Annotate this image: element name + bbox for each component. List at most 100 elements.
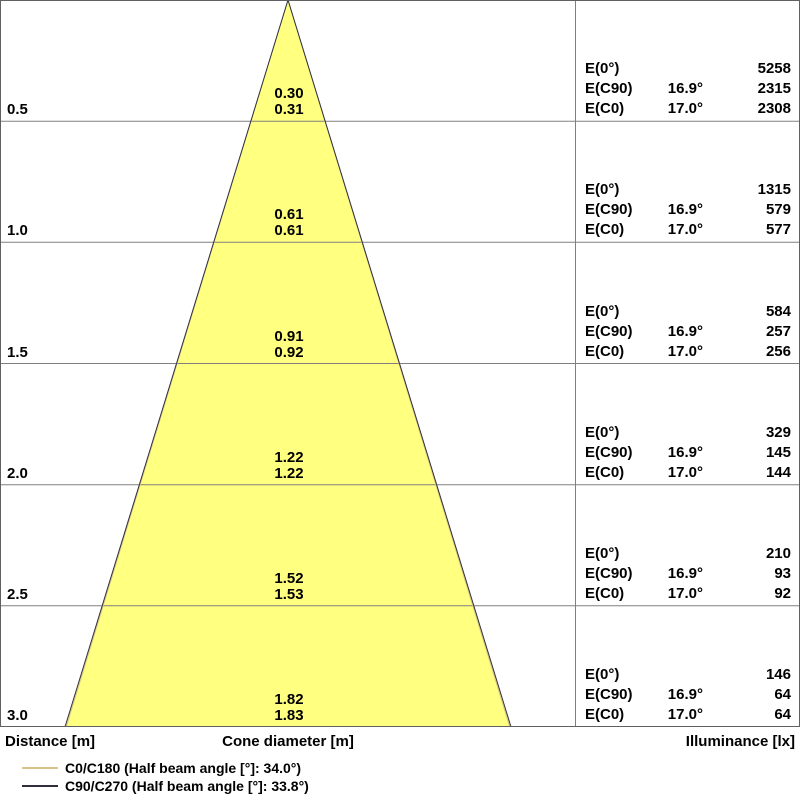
distance-label: 2.5 <box>7 586 28 603</box>
illuminance-value: 210 <box>765 545 791 562</box>
cone-diameter-values: 1.82 1.83 <box>229 692 349 724</box>
illuminance-line: E(C0) 17.0° 2308 <box>577 99 798 119</box>
illuminance-angle: 16.9° <box>667 80 703 97</box>
illuminance-line: E(C0) 17.0° 577 <box>577 220 798 240</box>
illuminance-value: 92 <box>774 585 791 602</box>
illuminance-angle: 17.0° <box>667 585 703 602</box>
chart-area: 0.5 0.30 0.31 E(0°) 5258 E(C90) 16.9° 23… <box>0 0 800 727</box>
illuminance-label: E(0°) <box>585 424 620 441</box>
illuminance-value: 64 <box>774 706 791 723</box>
distance-label: 1.5 <box>7 344 28 361</box>
legend-label-c90-c270: C90/C270 (Half beam angle [°]: 33.8°) <box>65 778 309 794</box>
illuminance-label: E(C90) <box>585 323 633 340</box>
legend-label-c0-c180: C0/C180 (Half beam angle [°]: 34.0°) <box>65 760 302 776</box>
illuminance-value: 64 <box>774 686 791 703</box>
cone-diameter-c90: 1.83 <box>274 707 304 724</box>
distance-label: 1.0 <box>7 222 28 239</box>
illuminance-value: 145 <box>765 444 791 461</box>
cone-diameter-c0: 1.82 <box>274 691 304 708</box>
cone-diameter-c0: 1.52 <box>274 570 304 587</box>
illuminance-label: E(C0) <box>585 706 625 723</box>
illuminance-label: E(C0) <box>585 464 625 481</box>
illuminance-line: E(0°) 210 <box>577 544 798 564</box>
cone-diameter-c90: 1.53 <box>274 586 304 603</box>
illuminance-label: E(C0) <box>585 100 625 117</box>
illuminance-line: E(C90) 16.9° 64 <box>577 685 798 705</box>
illuminance-label: E(C90) <box>585 80 633 97</box>
illuminance-angle: 16.9° <box>667 444 703 461</box>
illuminance-block: E(0°) 146 E(C90) 16.9° 64 E(C0) 17.0° 64 <box>577 665 798 725</box>
illuminance-line: E(C0) 17.0° 92 <box>577 584 798 604</box>
illuminance-value: 579 <box>765 201 791 218</box>
illuminance-angle: 17.0° <box>667 343 703 360</box>
illuminance-line: E(0°) 329 <box>577 423 798 443</box>
cone-diameter-values: 1.22 1.22 <box>229 450 349 482</box>
illuminance-angle: 16.9° <box>667 201 703 218</box>
axis-labels: Distance [m] Cone diameter [m] Illuminan… <box>0 731 800 751</box>
light-cone-plot <box>0 0 800 727</box>
cone-diameter-c0: 1.22 <box>274 449 304 466</box>
illuminance-line: E(0°) 146 <box>577 665 798 685</box>
illuminance-line: E(C90) 16.9° 2315 <box>577 79 798 99</box>
illuminance-value: 1315 <box>757 181 791 198</box>
illuminance-block: E(0°) 329 E(C90) 16.9° 145 E(C0) 17.0° 1… <box>577 423 798 483</box>
illuminance-line: E(C90) 16.9° 93 <box>577 564 798 584</box>
illuminance-angle: 16.9° <box>667 565 703 582</box>
illuminance-label: E(0°) <box>585 303 620 320</box>
cone-diameter-c90: 1.22 <box>274 465 304 482</box>
illuminance-label: E(C90) <box>585 201 633 218</box>
legend-item-c90-c270: C90/C270 (Half beam angle [°]: 33.8°) <box>0 777 800 795</box>
illuminance-angle <box>649 665 703 685</box>
illuminance-angle: 17.0° <box>667 464 703 481</box>
rows-layer: 0.5 0.30 0.31 E(0°) 5258 E(C90) 16.9° 23… <box>7 59 798 725</box>
cone-diameter-values: 1.52 1.53 <box>229 571 349 603</box>
illuminance-angle: 17.0° <box>667 100 703 117</box>
illuminance-label: E(C90) <box>585 565 633 582</box>
axis-label-distance: Distance [m] <box>5 733 96 750</box>
axis-label-illuminance: Illuminance [lx] <box>685 733 795 750</box>
illuminance-block: E(0°) 5258 E(C90) 16.9° 2315 E(C0) 17.0°… <box>577 59 798 119</box>
illuminance-line: E(0°) 1315 <box>577 180 798 200</box>
cone-diameter-c90: 0.31 <box>274 101 304 118</box>
illuminance-line: E(C0) 17.0° 144 <box>577 463 798 483</box>
legend-line-c90-c270 <box>22 785 58 787</box>
grid-lines <box>0 0 800 727</box>
illuminance-label: E(C0) <box>585 343 625 360</box>
illuminance-line: E(C0) 17.0° 256 <box>577 342 798 362</box>
cone-diameter-values: 0.30 0.31 <box>229 86 349 118</box>
illuminance-value: 2308 <box>757 100 791 117</box>
cone-outline-c0-c180 <box>65 0 511 727</box>
illuminance-label: E(C90) <box>585 686 633 703</box>
illuminance-angle: 17.0° <box>667 221 703 238</box>
illuminance-value: 144 <box>765 464 791 481</box>
illuminance-line: E(C90) 16.9° 579 <box>577 200 798 220</box>
illuminance-line: E(C0) 17.0° 64 <box>577 705 798 725</box>
illuminance-angle <box>649 180 703 200</box>
illuminance-line: E(C90) 16.9° 145 <box>577 443 798 463</box>
cone-outline-c90-c270 <box>64 0 512 727</box>
illuminance-line: E(0°) 584 <box>577 302 798 322</box>
illuminance-angle <box>649 302 703 322</box>
cone-diameter-c0: 0.30 <box>274 85 304 102</box>
illuminance-angle: 16.9° <box>667 686 703 703</box>
illuminance-block: E(0°) 584 E(C90) 16.9° 257 E(C0) 17.0° 2… <box>577 302 798 362</box>
cone-diameter-c90: 0.92 <box>274 344 304 361</box>
cone-diameter-c0: 0.91 <box>274 328 304 345</box>
illuminance-label: E(C90) <box>585 444 633 461</box>
illuminance-value: 5258 <box>757 60 791 77</box>
illuminance-value: 329 <box>765 424 791 441</box>
distance-label: 2.0 <box>7 465 28 482</box>
illuminance-line: E(0°) 5258 <box>577 59 798 79</box>
illuminance-label: E(C0) <box>585 585 625 602</box>
illuminance-value: 256 <box>765 343 791 360</box>
illuminance-angle <box>649 544 703 564</box>
illuminance-value: 257 <box>765 323 791 340</box>
illuminance-value: 584 <box>765 303 791 320</box>
illuminance-label: E(0°) <box>585 666 620 683</box>
illuminance-value: 93 <box>774 565 791 582</box>
legend-line-c0-c180 <box>22 767 58 769</box>
legend-item-c0-c180: C0/C180 (Half beam angle [°]: 34.0°) <box>0 759 800 777</box>
cone-diameter-values: 0.91 0.92 <box>229 329 349 361</box>
illuminance-angle: 16.9° <box>667 323 703 340</box>
